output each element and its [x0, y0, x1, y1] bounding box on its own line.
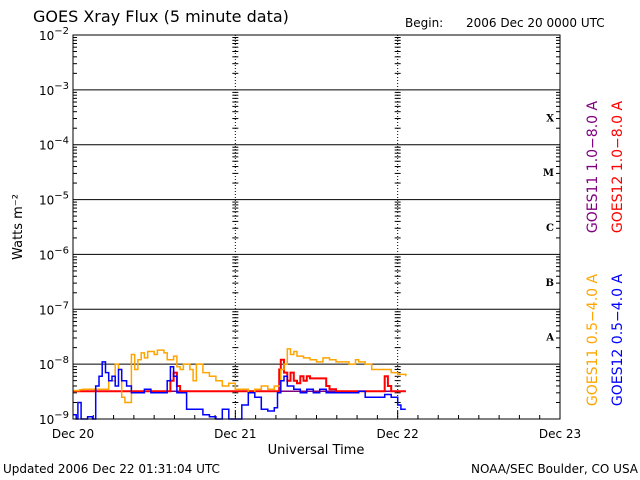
y-tick-label: 10−6 [39, 245, 69, 262]
legend-entry: GOES11 0.5−4.0 A [585, 274, 601, 407]
credit-text: NOAA/SEC Boulder, CO USA [471, 462, 639, 476]
plot-frame [72, 34, 561, 420]
y-tick-label: 10−8 [39, 355, 69, 372]
y-tick-label: 10−5 [39, 191, 69, 208]
axis-ticks [72, 37, 561, 419]
flare-class-label: C [546, 223, 554, 234]
series-line [73, 348, 407, 404]
y-tick-label: 10−4 [39, 136, 69, 153]
flare-class-label: A [545, 333, 554, 344]
flare-class-label: B [546, 278, 554, 289]
y-tick-label: 10−3 [39, 81, 69, 98]
x-tick-label: Dec 20 [52, 427, 94, 441]
x-tick-label: Dec 23 [539, 427, 581, 441]
y-tick-label: 10−7 [39, 300, 69, 317]
series-line [73, 358, 406, 393]
begin-label: Begin: [405, 16, 443, 30]
legend-entry: GOES11 1.0−8.0 A [585, 101, 601, 234]
legend-entry: GOES12 0.5−4.0 A [610, 274, 626, 407]
begin-value: 2006 Dec 20 0000 UTC [466, 16, 605, 30]
flare-class-label: M [543, 168, 554, 179]
flare-class-labels: A B C M X [543, 113, 554, 343]
x-tick-label: Dec 21 [214, 427, 256, 441]
y-tick-label: 10−9 [39, 410, 69, 427]
x-axis-label: Universal Time [268, 443, 365, 458]
y-axis-label: Watts m⁻² [11, 194, 26, 260]
legend: GOES11 1.0−8.0 A GOES12 1.0−8.0 A GOES11 0… [585, 101, 626, 407]
y-tick-label: 10−2 [39, 26, 69, 43]
x-tick-labels: Dec 20 Dec 21 Dec 22 Dec 23 [52, 427, 581, 441]
grid [73, 35, 560, 419]
series-line [73, 361, 406, 420]
legend-entry: GOES12 1.0−8.0 A [610, 101, 626, 234]
chart-title: GOES Xray Flux (5 minute data) [33, 7, 289, 26]
y-tick-labels: 10−9 10−8 10−7 10−6 10−5 10−4 10−3 10−2 [39, 26, 69, 427]
flare-class-label: X [546, 113, 554, 124]
series-lines [73, 348, 407, 420]
x-tick-label: Dec 22 [377, 427, 419, 441]
updated-timestamp: Updated 2006 Dec 22 01:31:04 UTC [3, 462, 220, 476]
